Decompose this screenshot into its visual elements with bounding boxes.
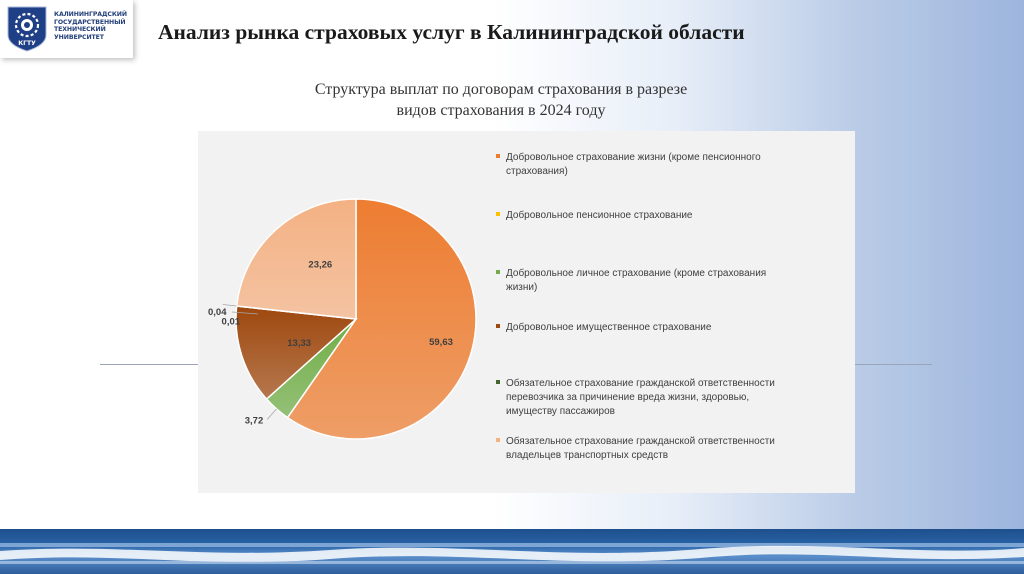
legend-swatch bbox=[496, 324, 500, 328]
legend-swatch bbox=[496, 212, 500, 216]
legend-label: Обязательное страхование гражданской отв… bbox=[506, 436, 775, 461]
university-emblem-icon: КГТУ bbox=[7, 6, 47, 52]
legend-label: Добровольное страхование жизни (кроме пе… bbox=[506, 152, 761, 177]
leader-line bbox=[231, 311, 259, 315]
logo-line: ГОСУДАРСТВЕННЫЙ bbox=[54, 18, 126, 26]
data-label: 23,26 bbox=[308, 260, 332, 271]
pie-chart: 59,63 3,72 13,33 0,01 23,26 0,04 bbox=[208, 198, 477, 440]
legend-label: Обязательное страхование гражданской отв… bbox=[506, 378, 775, 417]
leader-line bbox=[266, 408, 277, 420]
legend-swatch bbox=[496, 380, 500, 384]
university-logo: КГТУ КАЛИНИНГРАДСКИЙ ГОСУДАРСТВЕННЫЙ ТЕХ… bbox=[0, 0, 133, 58]
legend-label: Добровольное личное страхование (кроме с… bbox=[506, 268, 767, 293]
legend-label: Добровольное имущественное страхование bbox=[506, 322, 712, 333]
legend-label: Добровольное пенсионное страхование bbox=[506, 210, 693, 221]
legend-swatch bbox=[496, 438, 500, 442]
page-title: Анализ рынка страховых услуг в Калинингр… bbox=[158, 20, 745, 44]
logo-line: УНИВЕРСИТЕТ bbox=[54, 33, 104, 41]
pie-chart-panel: 59,63 3,72 13,33 0,01 23,26 0,04 Добровольное… bbox=[198, 131, 855, 493]
data-label: 59,63 bbox=[429, 337, 453, 348]
pie-slice bbox=[286, 198, 477, 440]
chart-title-line: Структура выплат по договорам страховани… bbox=[314, 81, 688, 98]
data-label: 13,33 bbox=[287, 338, 311, 349]
chart-title-line: видов страхования в 2024 году bbox=[396, 102, 606, 119]
footer-band bbox=[0, 529, 1024, 574]
data-label: 0,01 bbox=[222, 317, 241, 328]
pie-slice bbox=[235, 198, 357, 320]
leader-line bbox=[222, 304, 237, 307]
legend-swatch bbox=[496, 270, 500, 274]
logo-line: КАЛИНИНГРАДСКИЙ bbox=[54, 11, 127, 18]
pie-slice bbox=[235, 305, 358, 401]
legend-swatch bbox=[496, 154, 500, 158]
logo-badge-text: КГТУ bbox=[18, 40, 36, 47]
logo-line: ТЕХНИЧЕСКИЙ bbox=[54, 26, 106, 33]
chart-title: Структура выплат по договорам страховани… bbox=[236, 79, 766, 121]
footer-decoration bbox=[0, 543, 1024, 564]
university-name: КАЛИНИНГРАДСКИЙ ГОСУДАРСТВЕННЫЙ ТЕХНИЧЕС… bbox=[54, 11, 134, 41]
data-label: 3,72 bbox=[245, 415, 264, 426]
data-label: 0,04 bbox=[208, 307, 227, 318]
